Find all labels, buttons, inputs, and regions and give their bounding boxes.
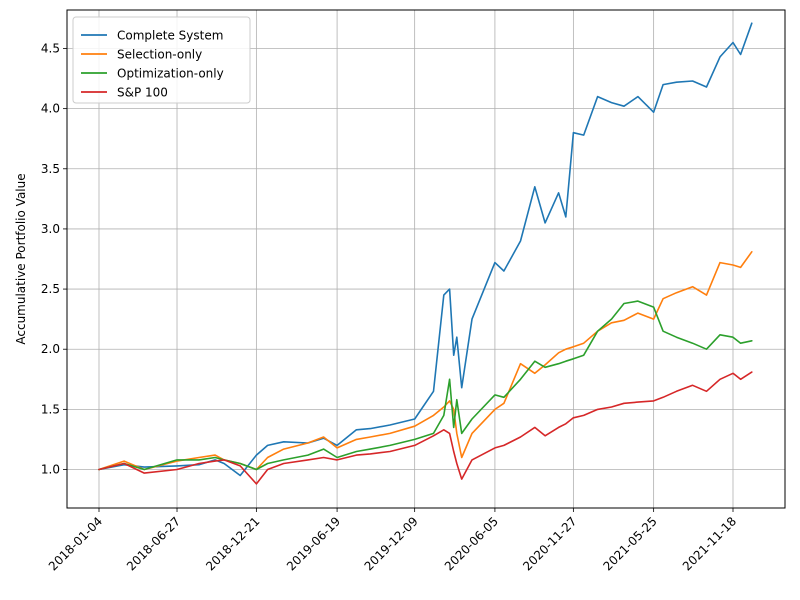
y-tick-label: 3.0 bbox=[41, 222, 60, 236]
y-tick-label: 2.5 bbox=[41, 282, 60, 296]
y-tick-label: 2.0 bbox=[41, 342, 60, 356]
series-line-optimization-only bbox=[98, 300, 753, 471]
grid bbox=[67, 10, 785, 508]
legend-label: Optimization-only bbox=[117, 67, 224, 81]
legend-box bbox=[72, 16, 251, 104]
series-line-complete-system bbox=[98, 22, 753, 477]
y-tick-label: 1.0 bbox=[41, 463, 60, 477]
legend-label: S&P 100 bbox=[117, 86, 168, 100]
y-tick-label: 4.5 bbox=[41, 41, 60, 55]
series-lines bbox=[98, 22, 753, 485]
legend-label: Complete System bbox=[117, 29, 223, 43]
y-tick-label: 4.0 bbox=[41, 102, 60, 116]
series-line-s-p-100 bbox=[98, 371, 753, 485]
plot-frame bbox=[66, 9, 786, 509]
legend: Complete System Selection-only Optimizatio… bbox=[72, 16, 251, 104]
y-axis-label: Accumulative Portfolio Value bbox=[14, 173, 28, 344]
y-axis: 1.0 1.5 2.0 2.5 3.0 3.5 4.0 4.5 bbox=[41, 41, 67, 477]
y-tick-label: 1.5 bbox=[41, 402, 60, 416]
legend-label: Selection-only bbox=[117, 48, 202, 62]
y-tick-label: 3.5 bbox=[41, 162, 60, 176]
